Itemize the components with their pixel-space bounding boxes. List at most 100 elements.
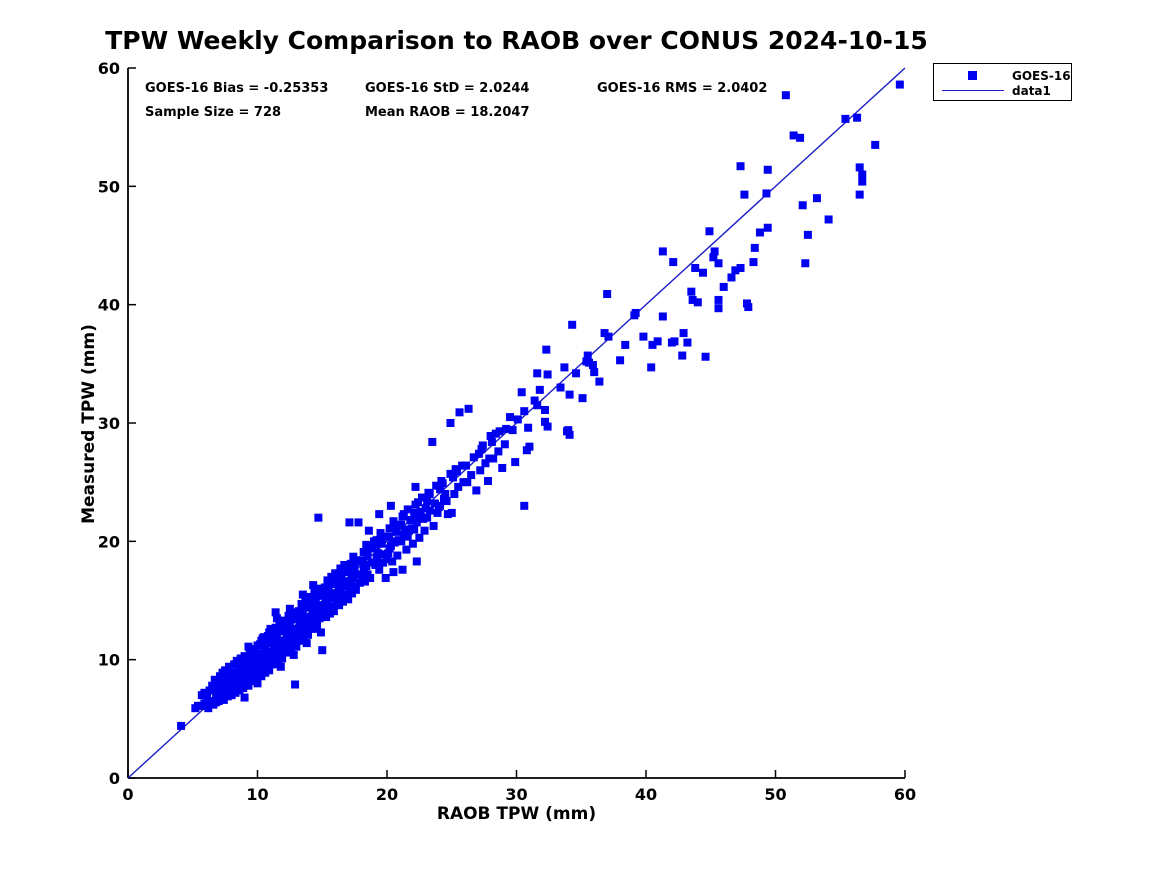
scatter-point bbox=[393, 551, 402, 560]
scatter-point bbox=[397, 520, 406, 529]
scatter-point bbox=[578, 394, 587, 403]
scatter-point bbox=[230, 686, 239, 695]
scatter-point bbox=[691, 263, 700, 272]
scatter-point bbox=[411, 482, 420, 491]
scatter-point bbox=[449, 473, 458, 482]
scatter-point bbox=[486, 432, 495, 441]
scatter-point bbox=[362, 562, 371, 571]
scatter-point bbox=[351, 556, 360, 565]
stat-std: GOES-16 StD = 2.0244 bbox=[365, 81, 530, 96]
scatter-point bbox=[693, 298, 702, 307]
scatter-point bbox=[658, 247, 667, 256]
scatter-point bbox=[454, 482, 463, 491]
scatter-point bbox=[543, 422, 552, 431]
scatter-point bbox=[564, 426, 573, 435]
scatter-point bbox=[855, 190, 864, 199]
scatter-point bbox=[338, 597, 347, 606]
scatter-point bbox=[631, 308, 640, 317]
scatter-point bbox=[389, 517, 398, 526]
scatter-point bbox=[270, 632, 279, 640]
scatter-point bbox=[329, 607, 338, 616]
scatter-point bbox=[338, 568, 347, 577]
scatter-point bbox=[410, 525, 419, 534]
scatter-point bbox=[535, 385, 544, 394]
scatter-point bbox=[351, 585, 360, 594]
scatter-point bbox=[789, 131, 798, 140]
scatter-point bbox=[803, 230, 812, 239]
scatter-point bbox=[239, 684, 248, 693]
scatter-point bbox=[292, 642, 301, 651]
scatter-point bbox=[489, 454, 498, 463]
scatter-point bbox=[895, 80, 904, 89]
legend-label-goes16: GOES-16 bbox=[1012, 69, 1071, 83]
scatter-point bbox=[425, 490, 434, 498]
scatter-point bbox=[360, 577, 369, 586]
scatter-point bbox=[392, 527, 401, 536]
x-tick-label-20: 20 bbox=[376, 785, 398, 804]
scatter-point bbox=[313, 591, 322, 600]
scatter-point bbox=[604, 332, 613, 341]
scatter-point bbox=[709, 253, 718, 262]
scatter-point bbox=[249, 656, 258, 665]
scatter-point bbox=[294, 611, 303, 620]
scatter-point bbox=[679, 329, 688, 338]
scatter-point bbox=[855, 163, 864, 172]
scatter-point bbox=[524, 423, 533, 432]
scatter-point bbox=[463, 478, 472, 487]
scatter-point bbox=[871, 140, 880, 149]
scatter-point bbox=[469, 453, 478, 462]
scatter-point bbox=[714, 304, 723, 313]
scatter-point bbox=[540, 417, 549, 426]
scatter-point bbox=[755, 228, 764, 237]
scatter-point bbox=[406, 516, 415, 525]
scatter-point bbox=[243, 655, 252, 664]
scatter-point bbox=[263, 662, 272, 671]
scatter-point bbox=[731, 266, 740, 275]
scatter-point bbox=[177, 721, 186, 730]
scatter-point bbox=[481, 459, 490, 468]
scatter-point bbox=[749, 258, 758, 267]
scatter-point bbox=[603, 290, 612, 299]
scatter-point bbox=[420, 526, 429, 535]
scatter-point bbox=[572, 369, 581, 378]
scatter-point bbox=[727, 273, 736, 282]
scatter-point bbox=[235, 658, 244, 667]
scatter-point bbox=[556, 383, 565, 392]
scatter-point bbox=[436, 501, 445, 510]
scatter-point bbox=[302, 639, 311, 648]
x-tick-label-0: 0 bbox=[122, 785, 133, 804]
scatter-point bbox=[243, 667, 252, 676]
scatter-point bbox=[403, 532, 412, 541]
scatter-point bbox=[653, 337, 662, 346]
scatter-point bbox=[763, 165, 772, 174]
scatter-point bbox=[858, 170, 867, 179]
scatter-point bbox=[412, 518, 421, 527]
scatter-point bbox=[311, 598, 320, 607]
scatter-point bbox=[533, 401, 542, 410]
scatter-point bbox=[621, 340, 630, 349]
scatter-point bbox=[513, 415, 522, 424]
scatter-point bbox=[511, 458, 520, 467]
scatter-point bbox=[386, 501, 395, 510]
scatter-point bbox=[280, 643, 289, 652]
scatter-point bbox=[446, 419, 455, 427]
scatter-point bbox=[506, 413, 515, 422]
scatter-point bbox=[429, 521, 438, 530]
scatter-point bbox=[450, 490, 459, 498]
scatter-point bbox=[639, 332, 648, 341]
scatter-point bbox=[287, 645, 296, 654]
scatter-point bbox=[402, 545, 411, 554]
scatter-point bbox=[464, 404, 473, 413]
scatter-point bbox=[381, 574, 390, 583]
scatter-point bbox=[701, 352, 710, 361]
scatter-point bbox=[853, 113, 862, 122]
scatter-point bbox=[358, 572, 367, 581]
scatter-point bbox=[364, 544, 373, 553]
x-tick-label-50: 50 bbox=[764, 785, 786, 804]
y-tick-label-50: 50 bbox=[98, 177, 120, 196]
scatter-point bbox=[416, 507, 425, 516]
y-tick-label-10: 10 bbox=[98, 651, 120, 670]
scatter-point bbox=[520, 501, 529, 510]
scatter-point bbox=[762, 189, 771, 198]
